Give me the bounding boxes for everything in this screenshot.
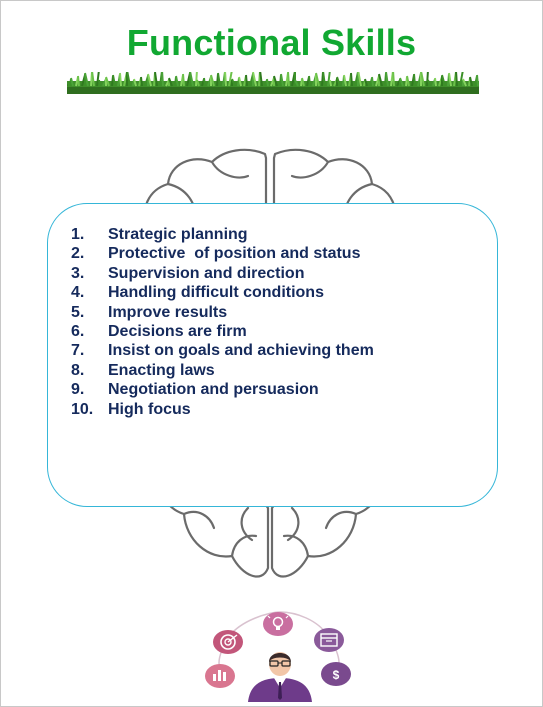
skill-number: 6. bbox=[71, 322, 85, 340]
skill-text: Insist on goals and achieving them bbox=[108, 342, 374, 360]
page-title: Functional Skills bbox=[126, 22, 417, 63]
lightbulb-icon bbox=[263, 612, 293, 636]
skill-number: 5. bbox=[71, 303, 85, 321]
skill-number: 2. bbox=[71, 245, 85, 263]
skill-item: 1. Strategic planning bbox=[71, 225, 374, 244]
skill-text: Strategic planning bbox=[108, 226, 248, 243]
skill-text: Improve results bbox=[108, 303, 228, 321]
skill-item: 4. Handling difficult conditions bbox=[71, 283, 374, 302]
skill-text: Decisions are firm bbox=[108, 322, 247, 340]
skills-card bbox=[47, 203, 498, 507]
skill-text: Enacting laws bbox=[108, 361, 215, 379]
svg-text:$: $ bbox=[333, 668, 340, 682]
skill-text: High focus bbox=[108, 400, 191, 418]
skill-number: 8. bbox=[71, 361, 85, 379]
skill-text: Negotiation and persuasion bbox=[108, 381, 319, 399]
skill-text: Supervision and direction bbox=[108, 264, 305, 282]
skill-number: 4. bbox=[71, 284, 85, 302]
skill-item: 8. Enacting laws bbox=[71, 361, 374, 380]
skill-number: 10. bbox=[71, 400, 94, 418]
grass-banner bbox=[67, 72, 479, 94]
skill-item: 10. High focus bbox=[71, 400, 374, 419]
chart-icon bbox=[205, 664, 235, 688]
businessman-icon bbox=[248, 652, 312, 702]
skill-item: 7. Insist on goals and achieving them bbox=[71, 341, 374, 360]
skill-number: 9. bbox=[71, 381, 85, 399]
skill-text: Protective of position and status bbox=[108, 245, 361, 263]
skill-item: 5. Improve results bbox=[71, 303, 374, 322]
target-icon bbox=[213, 630, 243, 654]
skill-number: 1. bbox=[71, 226, 85, 243]
skill-item: 3. Supervision and direction bbox=[71, 264, 374, 283]
calendar-icon bbox=[314, 628, 344, 652]
skill-number: 7. bbox=[71, 342, 85, 360]
business-icons-graphic: $ bbox=[205, 611, 351, 702]
skill-item: 9. Negotiation and persuasion bbox=[71, 380, 374, 399]
skills-list: 1. Strategic planning 2. Protective of pos… bbox=[71, 225, 374, 419]
skill-item: 2. Protective of position and status bbox=[71, 244, 374, 263]
skill-item: 6. Decisions are firm bbox=[71, 322, 374, 341]
skill-number: 3. bbox=[71, 264, 85, 282]
dollar-icon: $ bbox=[321, 662, 351, 686]
skill-text: Handling difficult conditions bbox=[108, 284, 324, 302]
